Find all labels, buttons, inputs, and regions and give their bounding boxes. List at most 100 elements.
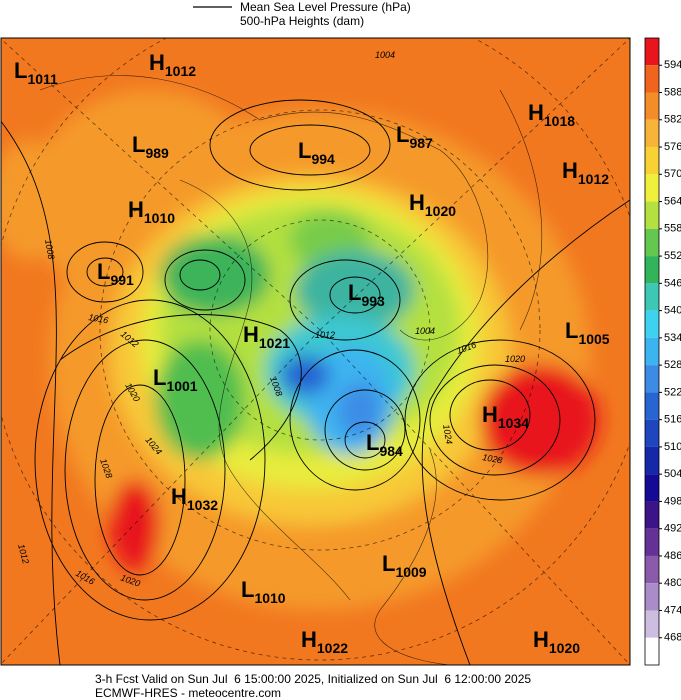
footer-source: ECMWF-HRES - meteocentre.com: [95, 686, 281, 700]
center-letter: L: [14, 58, 27, 83]
center-letter: H: [301, 627, 317, 652]
colorbar-cell: [645, 38, 659, 66]
colorbar-cell: [645, 256, 659, 284]
center-value: 989: [145, 145, 169, 161]
colorbar-cell: [645, 474, 659, 502]
pressure-center: H1022: [301, 627, 348, 656]
colorbar-cell: [645, 310, 659, 338]
pressure-center: L984: [366, 430, 403, 459]
center-value: 993: [361, 293, 385, 309]
colorbar-cell: [645, 65, 659, 93]
contour-label: 1028: [482, 452, 503, 465]
contour-label: 1008: [43, 239, 56, 260]
legend-text: 500-hPa Heights (dam): [240, 14, 364, 28]
colorbar-tick-label: 480: [664, 577, 681, 589]
center-value: 994: [311, 151, 335, 167]
colorbar-tick-label: 582: [664, 114, 681, 126]
pressure-center: L1001: [153, 365, 198, 394]
colorbar-tick-label: 498: [664, 495, 681, 507]
center-value: 1005: [578, 331, 609, 347]
center-value: 1009: [395, 564, 426, 580]
colorbar-tick-label: 486: [664, 550, 681, 562]
center-letter: L: [241, 577, 254, 602]
colorbar-cell: [645, 419, 659, 447]
colorbar-tick-label: 528: [664, 359, 681, 371]
center-value: 1034: [498, 415, 529, 431]
colorbar-cell: [645, 201, 659, 229]
colorbar-cell: [645, 501, 659, 529]
center-letter: H: [243, 322, 259, 347]
center-value: 984: [379, 443, 403, 459]
colorbar-tick-label: 516: [664, 414, 681, 426]
center-letter: H: [409, 190, 425, 215]
colorbar-tick-label: 522: [664, 386, 681, 398]
colorbar-tick-label: 588: [664, 86, 681, 98]
center-value: 991: [110, 272, 134, 288]
center-value: 1022: [317, 640, 348, 656]
center-value: 1010: [254, 590, 285, 606]
colorbar-cell: [645, 555, 659, 584]
center-letter: H: [149, 50, 165, 75]
center-value: 987: [409, 135, 433, 151]
map-frame: [0, 37, 631, 666]
colorbar-tick-label: 594: [664, 59, 681, 71]
center-letter: L: [153, 365, 166, 390]
colorbar: 594 588 582 576 570 564 558 552 546 540 534 528 522 5…: [644, 37, 681, 666]
pressure-center: L994: [298, 138, 335, 167]
contour-label: 1024: [441, 424, 454, 445]
colorbar-cell: [645, 446, 659, 475]
colorbar-cell: [645, 174, 659, 202]
pressure-center: L1005: [565, 318, 610, 347]
colorbar-tick-label: 552: [664, 250, 681, 262]
center-letter: L: [132, 132, 145, 157]
colorbar-tick-label: 534: [664, 332, 681, 344]
contour-label: 1004: [375, 50, 395, 60]
colorbar-cell: [645, 228, 659, 257]
center-letter: L: [97, 259, 110, 284]
colorbar-tick-label: 504: [664, 468, 681, 480]
center-letter: H: [482, 402, 498, 427]
center-letter: L: [382, 551, 395, 576]
center-value: 1020: [549, 640, 580, 656]
pressure-center: H1012: [149, 50, 196, 79]
pressure-center: L991: [97, 259, 134, 288]
colorbar-cell: [645, 610, 659, 638]
colorbar-cell: [645, 337, 659, 366]
colorbar-cell: [645, 392, 659, 420]
center-letter: L: [396, 122, 409, 147]
colorbar-tick-label: 474: [664, 604, 681, 616]
pressure-center: L989: [132, 132, 169, 161]
colorbar-cell: [645, 528, 659, 556]
pressure-center: L987: [396, 122, 433, 151]
pressure-center: H1020: [533, 627, 580, 656]
contour-label: 1020: [505, 354, 525, 364]
contour-label: 1012: [315, 330, 335, 340]
center-value: 1012: [165, 63, 196, 79]
center-letter: H: [128, 197, 144, 222]
colorbar-tick-label: 492: [664, 523, 681, 535]
colorbar-frame: [644, 37, 660, 666]
colorbar-tick-label: 510: [664, 441, 681, 453]
center-value: 1021: [259, 335, 290, 351]
pressure-center: L1011: [14, 58, 58, 87]
colorbar-tick-label: 570: [664, 168, 681, 180]
colorbar-cell: [645, 92, 659, 120]
pressure-center: H1032: [171, 484, 218, 513]
pressure-center: H1012: [562, 158, 609, 187]
pressure-center: L1010: [241, 577, 286, 606]
colorbar-tick-label: 564: [664, 195, 681, 207]
colorbar-tick-label: 540: [664, 305, 681, 317]
pressure-center: H1021: [243, 322, 290, 351]
colorbar-tick-label: 546: [664, 277, 681, 289]
center-letter: L: [366, 430, 379, 455]
pressure-center: H1020: [409, 190, 456, 219]
footer-valid: 3-h Fcst Valid on Sun Jul 6 15:00:00 202…: [95, 672, 531, 686]
center-value: 1011: [27, 71, 58, 87]
colorbar-tick-label: 468: [664, 632, 681, 644]
isobars: [1, 99, 630, 665]
pressure-center: L993: [348, 280, 385, 309]
center-value: 1018: [544, 113, 575, 129]
center-letter: L: [348, 280, 361, 305]
